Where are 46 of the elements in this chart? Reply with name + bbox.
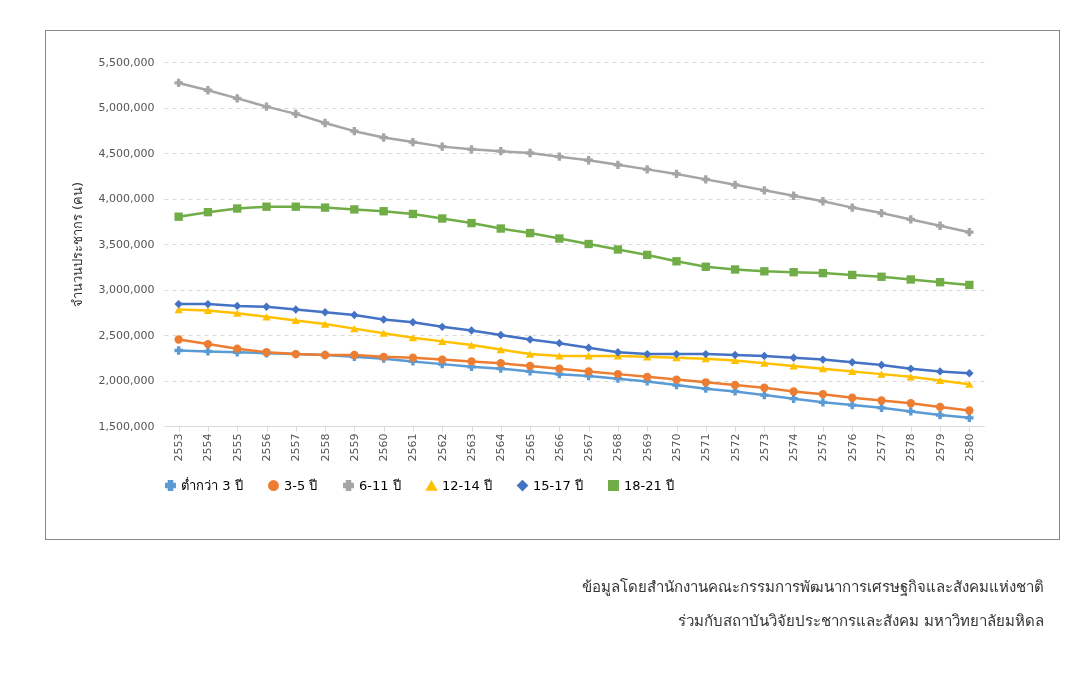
x-tick-label: 2577	[875, 433, 888, 462]
legend-label: 18-21 ปี	[624, 477, 674, 493]
x-tick-label: 2579	[933, 433, 947, 462]
x-tick-label: 2564	[494, 433, 508, 462]
text: ข้อมูลโดยสำนักงานคณะกรรมการพัฒนาการเศรษฐกิจและสังคมแห่งชาติ	[582, 577, 1044, 598]
x-tick-label: 2563	[465, 433, 478, 462]
x-tick-label: 2568	[611, 433, 625, 462]
x-tick-label: 2576	[845, 433, 859, 462]
x-tick-label: 2562	[435, 433, 449, 462]
x-tick-label: 2565	[523, 433, 537, 462]
x-tick-label: 2561	[406, 433, 420, 462]
text: ร่วมกับสถาบันวิจัยประชากรและสังคม มหาวิทยาลัยมหิดล	[677, 611, 1044, 632]
x-tick-label: 2566	[552, 433, 566, 462]
x-tick-label: 2575	[816, 433, 830, 462]
x-tick-label: 2559	[347, 433, 361, 462]
x-tick-label: 2572	[728, 433, 742, 462]
y-tick-label: 2,000,000	[98, 374, 155, 387]
y-tick-label: 4,000,000	[98, 192, 155, 205]
x-tick-label: 2560	[377, 433, 391, 462]
x-tick-label: 2555	[230, 433, 244, 462]
y-axis-title: จำนวนประชากร (คน)	[69, 181, 85, 308]
y-tick-label: 5,000,000	[98, 101, 155, 114]
y-tick-label: 4,500,000	[98, 146, 155, 160]
x-tick-label: 2569	[640, 433, 654, 462]
legend-label: 15-17 ปี	[533, 477, 583, 493]
y-tick-label: 5,500,000	[98, 55, 155, 69]
legend-label: ต่ำกว่า 3 ปี	[181, 476, 243, 493]
x-tick-label: 2570	[670, 433, 683, 462]
x-tick-label: 2554	[201, 433, 215, 462]
x-tick-label: 2571	[699, 433, 713, 462]
x-tick-label: 2574	[787, 433, 801, 462]
x-tick-label: 2578	[904, 433, 918, 462]
y-tick-label: 2,500,000	[98, 328, 155, 342]
legend-label: 3-5 ปี	[284, 477, 318, 493]
x-tick-label: 2553	[172, 433, 186, 462]
x-tick-label: 2556	[260, 433, 273, 462]
y-tick-label: 1,500,000	[98, 419, 155, 433]
x-tick-label: 2573	[757, 433, 771, 462]
x-tick-label: 2567	[582, 433, 596, 462]
legend-label: 6-11 ปี	[359, 477, 401, 493]
x-tick-label: 2580	[962, 433, 976, 462]
x-tick-label: 2557	[289, 433, 303, 462]
legend-label: 12-14 ปี	[442, 477, 492, 493]
y-tick-label: 3,000,000	[98, 283, 155, 296]
y-tick-label: 3,500,000	[98, 237, 155, 251]
x-tick-label: 2558	[318, 433, 332, 462]
